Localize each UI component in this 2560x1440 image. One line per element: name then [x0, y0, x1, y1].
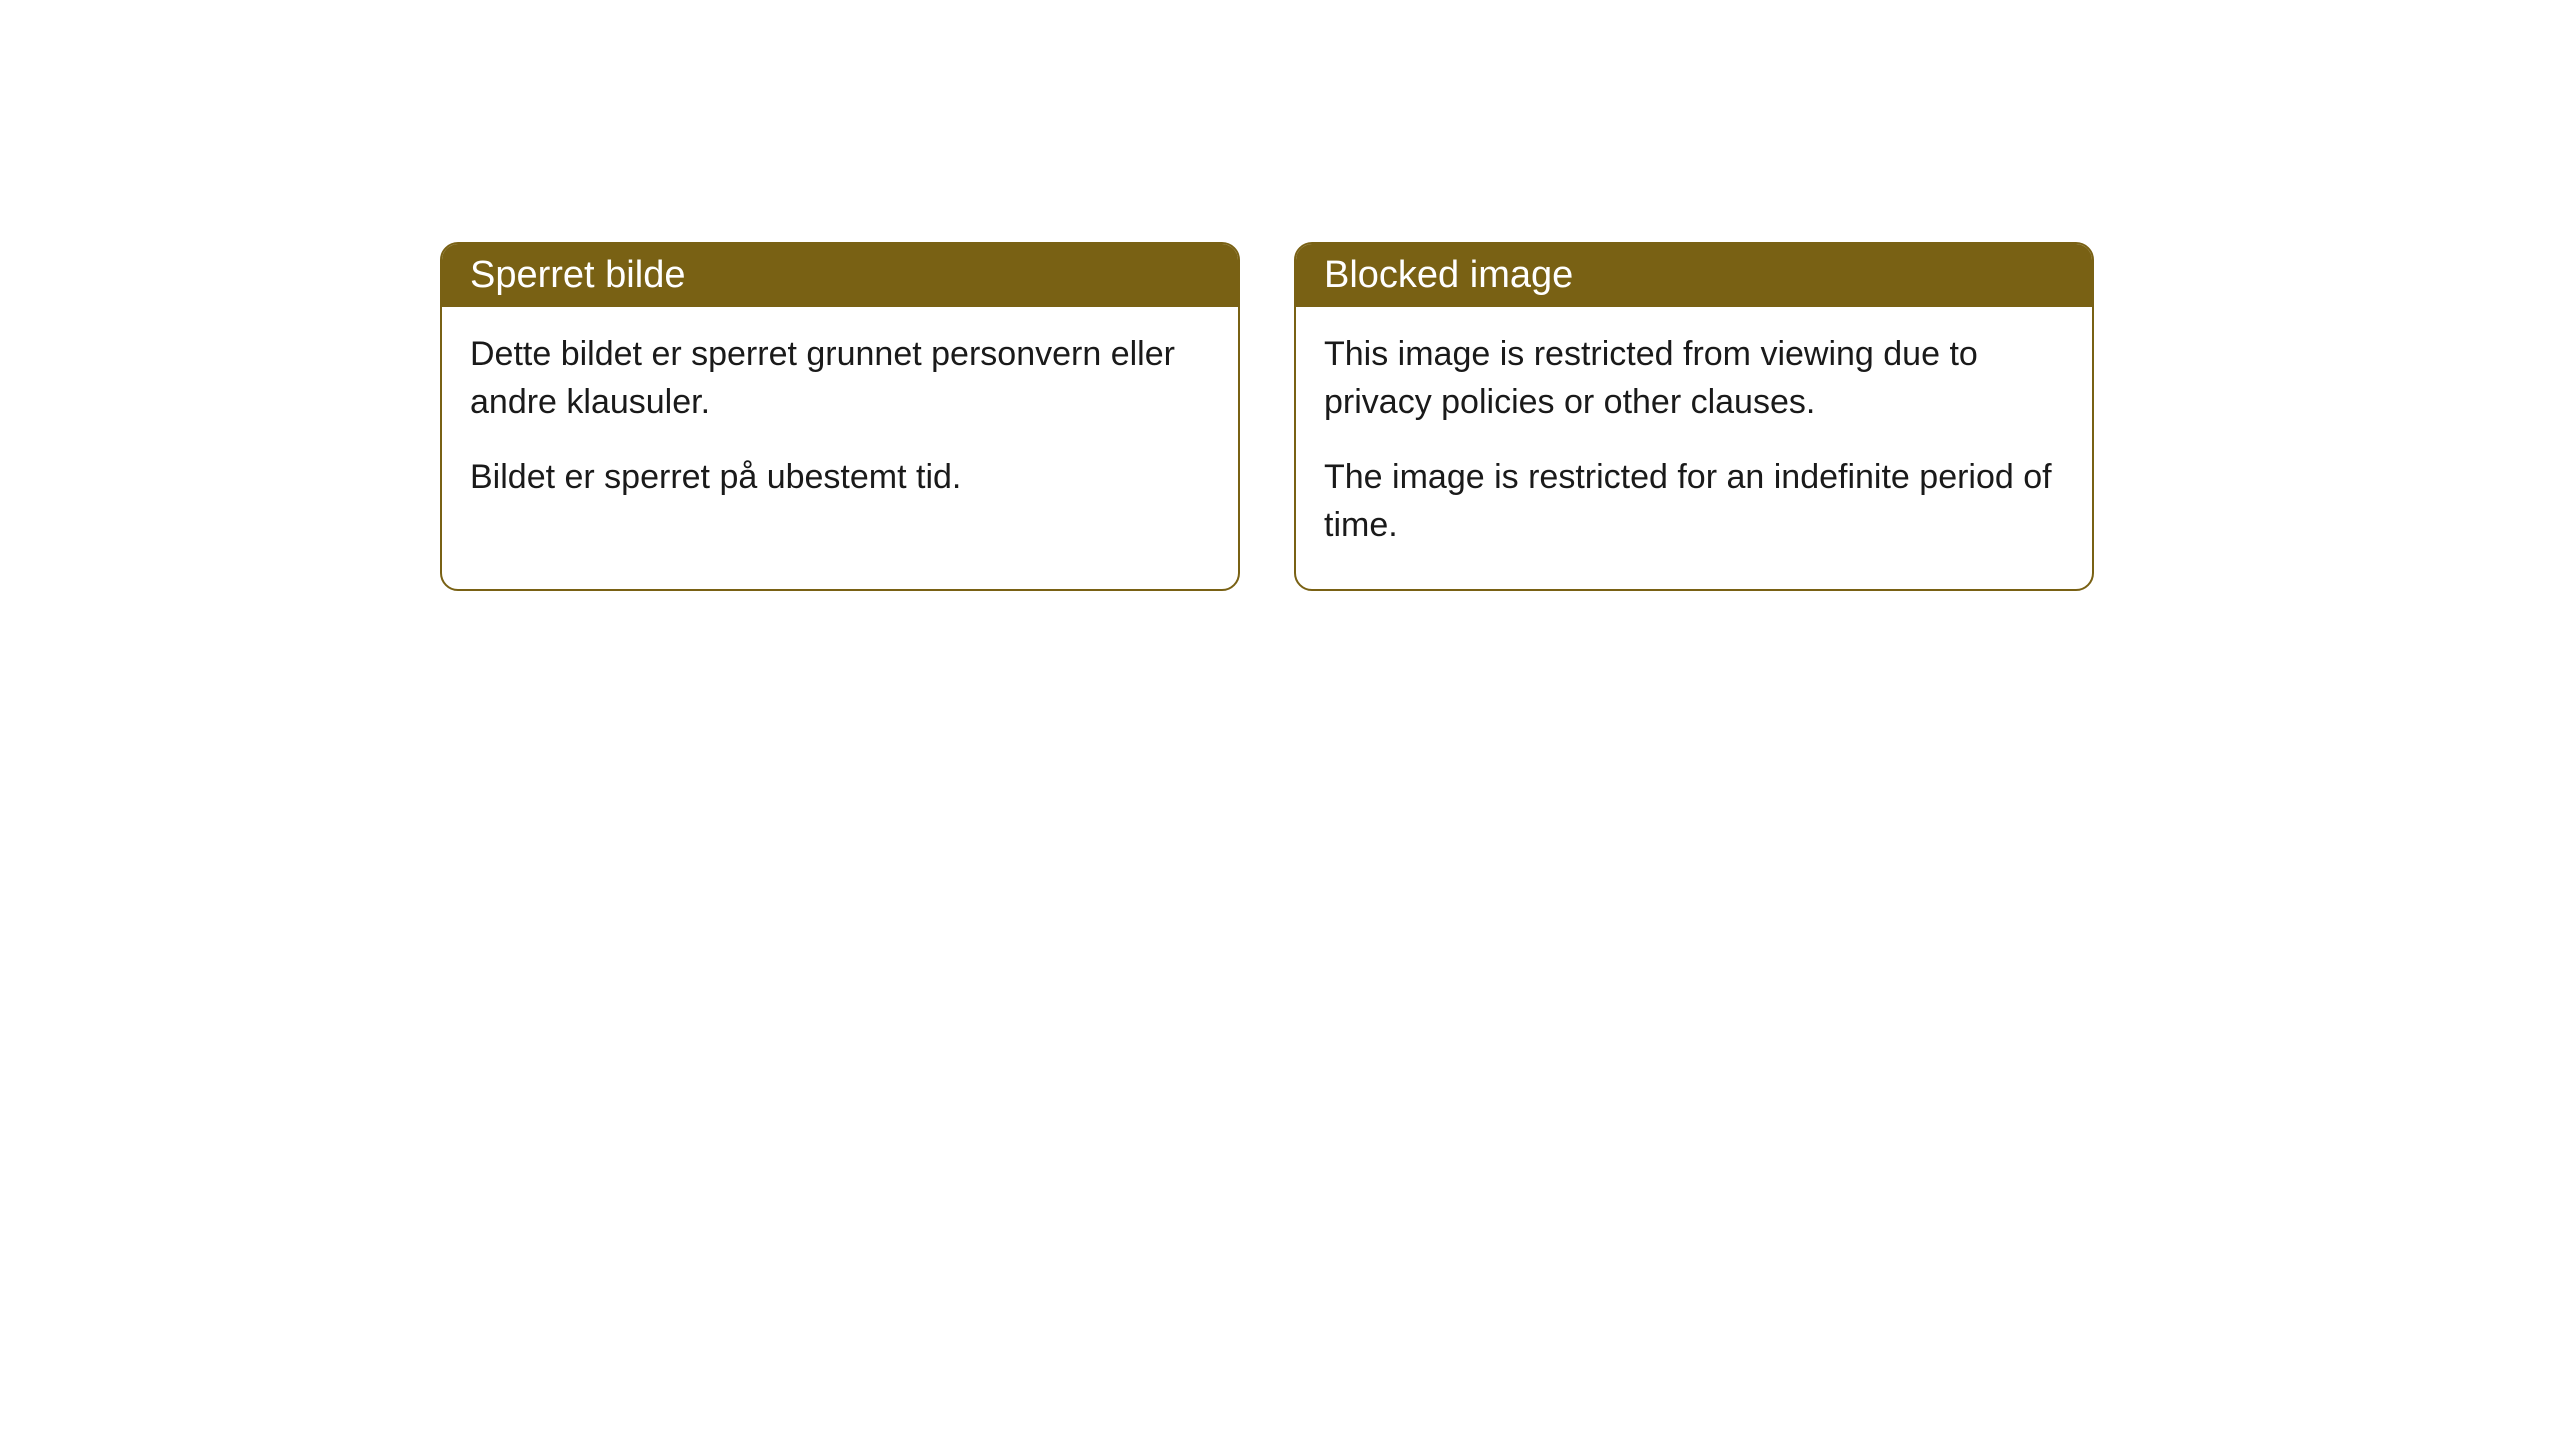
card-paragraph-2: The image is restricted for an indefinit…: [1324, 454, 2064, 549]
blocked-image-card-norwegian: Sperret bilde Dette bildet er sperret gr…: [440, 242, 1240, 591]
card-paragraph-1: Dette bildet er sperret grunnet personve…: [470, 331, 1210, 426]
card-paragraph-1: This image is restricted from viewing du…: [1324, 331, 2064, 426]
card-header-english: Blocked image: [1296, 244, 2092, 307]
card-body-english: This image is restricted from viewing du…: [1296, 307, 2092, 589]
card-paragraph-2: Bildet er sperret på ubestemt tid.: [470, 454, 1210, 502]
card-body-norwegian: Dette bildet er sperret grunnet personve…: [442, 307, 1238, 542]
card-header-norwegian: Sperret bilde: [442, 244, 1238, 307]
notice-cards-container: Sperret bilde Dette bildet er sperret gr…: [440, 242, 2094, 591]
blocked-image-card-english: Blocked image This image is restricted f…: [1294, 242, 2094, 591]
